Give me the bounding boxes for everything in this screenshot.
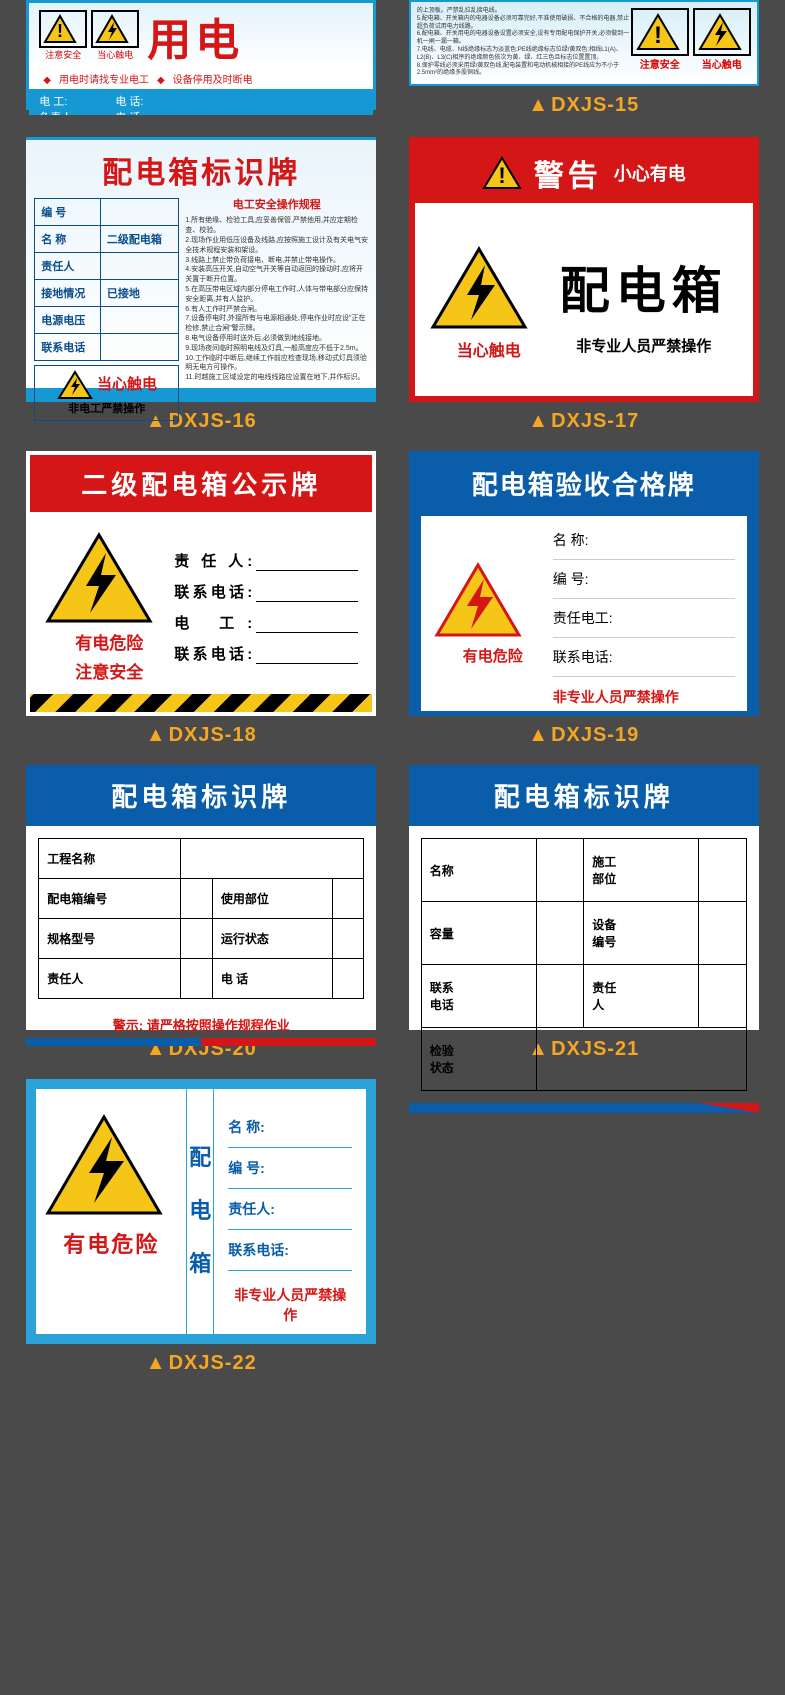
- tag-safety: !注意安全: [631, 8, 689, 78]
- card-19-warning-icon: 有电危险: [433, 561, 553, 666]
- card-19-fields: 名 称: 编 号: 责任电工: 联系电话: 非专业人员严禁操作: [553, 521, 735, 707]
- card-17: ! 警告小心有电 当心触电 配电箱 非专业人员严禁操作: [409, 137, 759, 402]
- card-22-mid-label: 配电箱: [186, 1089, 214, 1334]
- card-22: 有电危险 配电箱 名 称: 编 号: 责任人: 联系电话: 非专业人员严禁操作: [26, 1079, 376, 1344]
- label-22: DXJS-22: [146, 1352, 257, 1375]
- card-16-title: 配电箱标识牌: [34, 148, 368, 192]
- card-14-title: 用电: [147, 4, 243, 68]
- card-18: 二级配电箱公示牌 有电危险 注意安全 责 任 人: 联系电话: 电 工: 联系电…: [26, 451, 376, 716]
- card-20: 配电箱标识牌 工程名称 配电箱编号使用部位 规格型号运行状态 责任人电 话 警示…: [26, 765, 376, 1030]
- card-20-bar: [26, 1038, 376, 1046]
- card-15: 的上顶板。严禁乱拉乱接电线。 5.配电箱、开关箱内的电器设备必须可靠完好,不准使…: [409, 0, 759, 86]
- card-16-table: 编 号 名 称二级配电箱 责任人 接地情况已接地 电源电压 联系电话: [34, 198, 179, 361]
- card-21: 配电箱标识牌 名称施工 部位 容量设备 编号 联系 电话责任 人 检验 状态: [409, 765, 759, 1030]
- card-14: !注意安全 当心触电 用电 ◆用电时请找专业电工◆设备停用及时断电 电 工:负责…: [26, 0, 376, 110]
- svg-text:!: !: [654, 22, 662, 49]
- label-19: DXJS-19: [528, 724, 639, 747]
- svg-text:!: !: [498, 163, 505, 188]
- card-21-bar: [409, 1103, 759, 1113]
- card-18-warning-icon: 有电危险 注意安全: [44, 531, 174, 683]
- card-14-footer: 电 工:负责人: 电 话:电 话:: [29, 89, 373, 115]
- card-14-mid: ◆用电时请找专业电工◆设备停用及时断电: [29, 68, 373, 89]
- tag-shock: 当心触电: [693, 8, 751, 78]
- card-22-warning-icon: 有电危险: [36, 1089, 186, 1334]
- card-20-table: 工程名称 配电箱编号使用部位 规格型号运行状态 责任人电 话: [38, 838, 364, 999]
- card-18-fields: 责 任 人: 联系电话: 电 工: 联系电话:: [174, 540, 358, 674]
- card-17-main: 配电箱 非专业人员严禁操作: [549, 251, 739, 356]
- card-22-fields: 名 称: 编 号: 责任人: 联系电话: 非专业人员严禁操作: [214, 1089, 366, 1334]
- card-20-title: 配电箱标识牌: [26, 765, 376, 826]
- card-16: 配电箱标识牌 编 号 名 称二级配电箱 责任人 接地情况已接地 电源电压 联系电…: [26, 137, 376, 402]
- card-16-rules: 电工安全操作规程 1.所有绝缘、检验工具,应妥善保管,严禁他用,并应定期检查、校…: [185, 198, 368, 421]
- tag-shock: 当心触电: [91, 10, 139, 61]
- card-17-header: ! 警告小心有电: [415, 143, 753, 203]
- card-20-footer: 警示: 请严格按照操作规程作业: [26, 1011, 376, 1038]
- label-17: DXJS-17: [528, 410, 639, 433]
- card-21-title: 配电箱标识牌: [409, 765, 759, 826]
- card-19: 配电箱验收合格牌 有电危险 名 称: 编 号: 责任电工: 联系电话: 非专业人…: [409, 451, 759, 716]
- card-16-warning: 当心触电 非电工严禁操作: [34, 365, 179, 421]
- label-15: DXJS-15: [528, 94, 639, 115]
- tag-safety: !注意安全: [39, 10, 87, 61]
- label-18: DXJS-18: [146, 724, 257, 747]
- hazard-stripe: [30, 694, 372, 712]
- card-15-text: 的上顶板。严禁乱拉乱接电线。 5.配电箱、开关箱内的电器设备必须可靠完好,不准使…: [417, 8, 631, 78]
- card-19-title: 配电箱验收合格牌: [409, 451, 759, 516]
- card-21-table: 名称施工 部位 容量设备 编号 联系 电话责任 人 检验 状态: [421, 838, 747, 1091]
- card-18-title: 二级配电箱公示牌: [30, 455, 372, 512]
- card-17-warning-icon: 当心触电: [429, 245, 549, 361]
- svg-text:!: !: [57, 21, 63, 41]
